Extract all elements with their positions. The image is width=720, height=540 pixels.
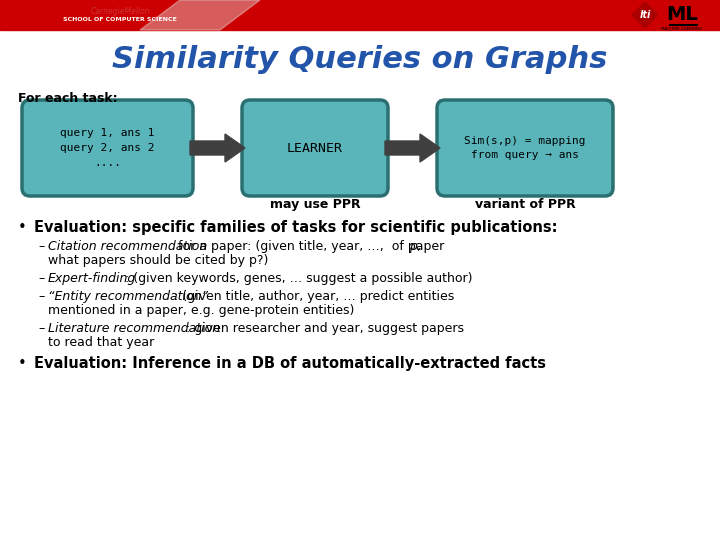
Bar [0, 0, 720, 30]
Polygon shape [140, 0, 260, 30]
Text: to read that year: to read that year [48, 336, 154, 349]
Text: Evaluation: specific families of tasks for scientific publications:: Evaluation: specific families of tasks f… [34, 220, 557, 235]
Polygon shape [632, 2, 658, 28]
FancyBboxPatch shape [437, 100, 613, 196]
Text: ML: ML [666, 5, 698, 24]
Text: –: – [38, 322, 44, 335]
Text: may use PPR: may use PPR [270, 198, 360, 211]
Text: LEARNER: LEARNER [287, 141, 343, 154]
Text: Similarity Queries on Graphs: Similarity Queries on Graphs [112, 45, 608, 75]
Text: For each task:: For each task: [18, 92, 117, 105]
Text: what papers should be cited by p?): what papers should be cited by p?) [48, 254, 269, 267]
Text: CarnegieMellon: CarnegieMellon [90, 7, 150, 16]
Text: Sim(s,p) = mapping
from query → ans: Sim(s,p) = mapping from query → ans [464, 136, 586, 160]
Text: : (given keywords, genes, … suggest a possible author): : (given keywords, genes, … suggest a po… [125, 272, 472, 285]
Text: lti: lti [639, 10, 651, 20]
Text: : given researcher and year, suggest papers: : given researcher and year, suggest pap… [186, 322, 464, 335]
Text: Literature recommendation: Literature recommendation [48, 322, 220, 335]
Text: mentioned in a paper, e.g. gene-protein entities): mentioned in a paper, e.g. gene-protein … [48, 304, 354, 317]
Text: p: p [410, 240, 418, 253]
FancyBboxPatch shape [22, 100, 193, 196]
Text: for a paper: (given title, year, …,  of paper: for a paper: (given title, year, …, of p… [174, 240, 449, 253]
Text: Citation recommendation: Citation recommendation [48, 240, 207, 253]
Text: Evaluation: Inference in a DB of automatically-extracted facts: Evaluation: Inference in a DB of automat… [34, 356, 546, 371]
Text: SCHOOL OF COMPUTER SCIENCE: SCHOOL OF COMPUTER SCIENCE [63, 17, 177, 22]
Polygon shape [190, 134, 245, 162]
FancyBboxPatch shape [242, 100, 388, 196]
Text: •: • [18, 356, 27, 371]
Text: : (given title, author, year, … predict entities: : (given title, author, year, … predict … [174, 290, 455, 303]
Text: “Entity recommendation”: “Entity recommendation” [48, 290, 208, 303]
Text: –: – [38, 272, 44, 285]
Text: Expert-finding: Expert-finding [48, 272, 136, 285]
Text: MACHINE LEARNING: MACHINE LEARNING [662, 27, 703, 31]
Text: variant of PPR: variant of PPR [474, 198, 575, 211]
Text: •: • [18, 220, 27, 235]
Text: –: – [38, 290, 44, 303]
Text: ,: , [416, 240, 420, 253]
Text: –: – [38, 240, 44, 253]
Text: query 1, ans 1
query 2, ans 2
....: query 1, ans 1 query 2, ans 2 .... [60, 128, 155, 168]
Polygon shape [385, 134, 440, 162]
